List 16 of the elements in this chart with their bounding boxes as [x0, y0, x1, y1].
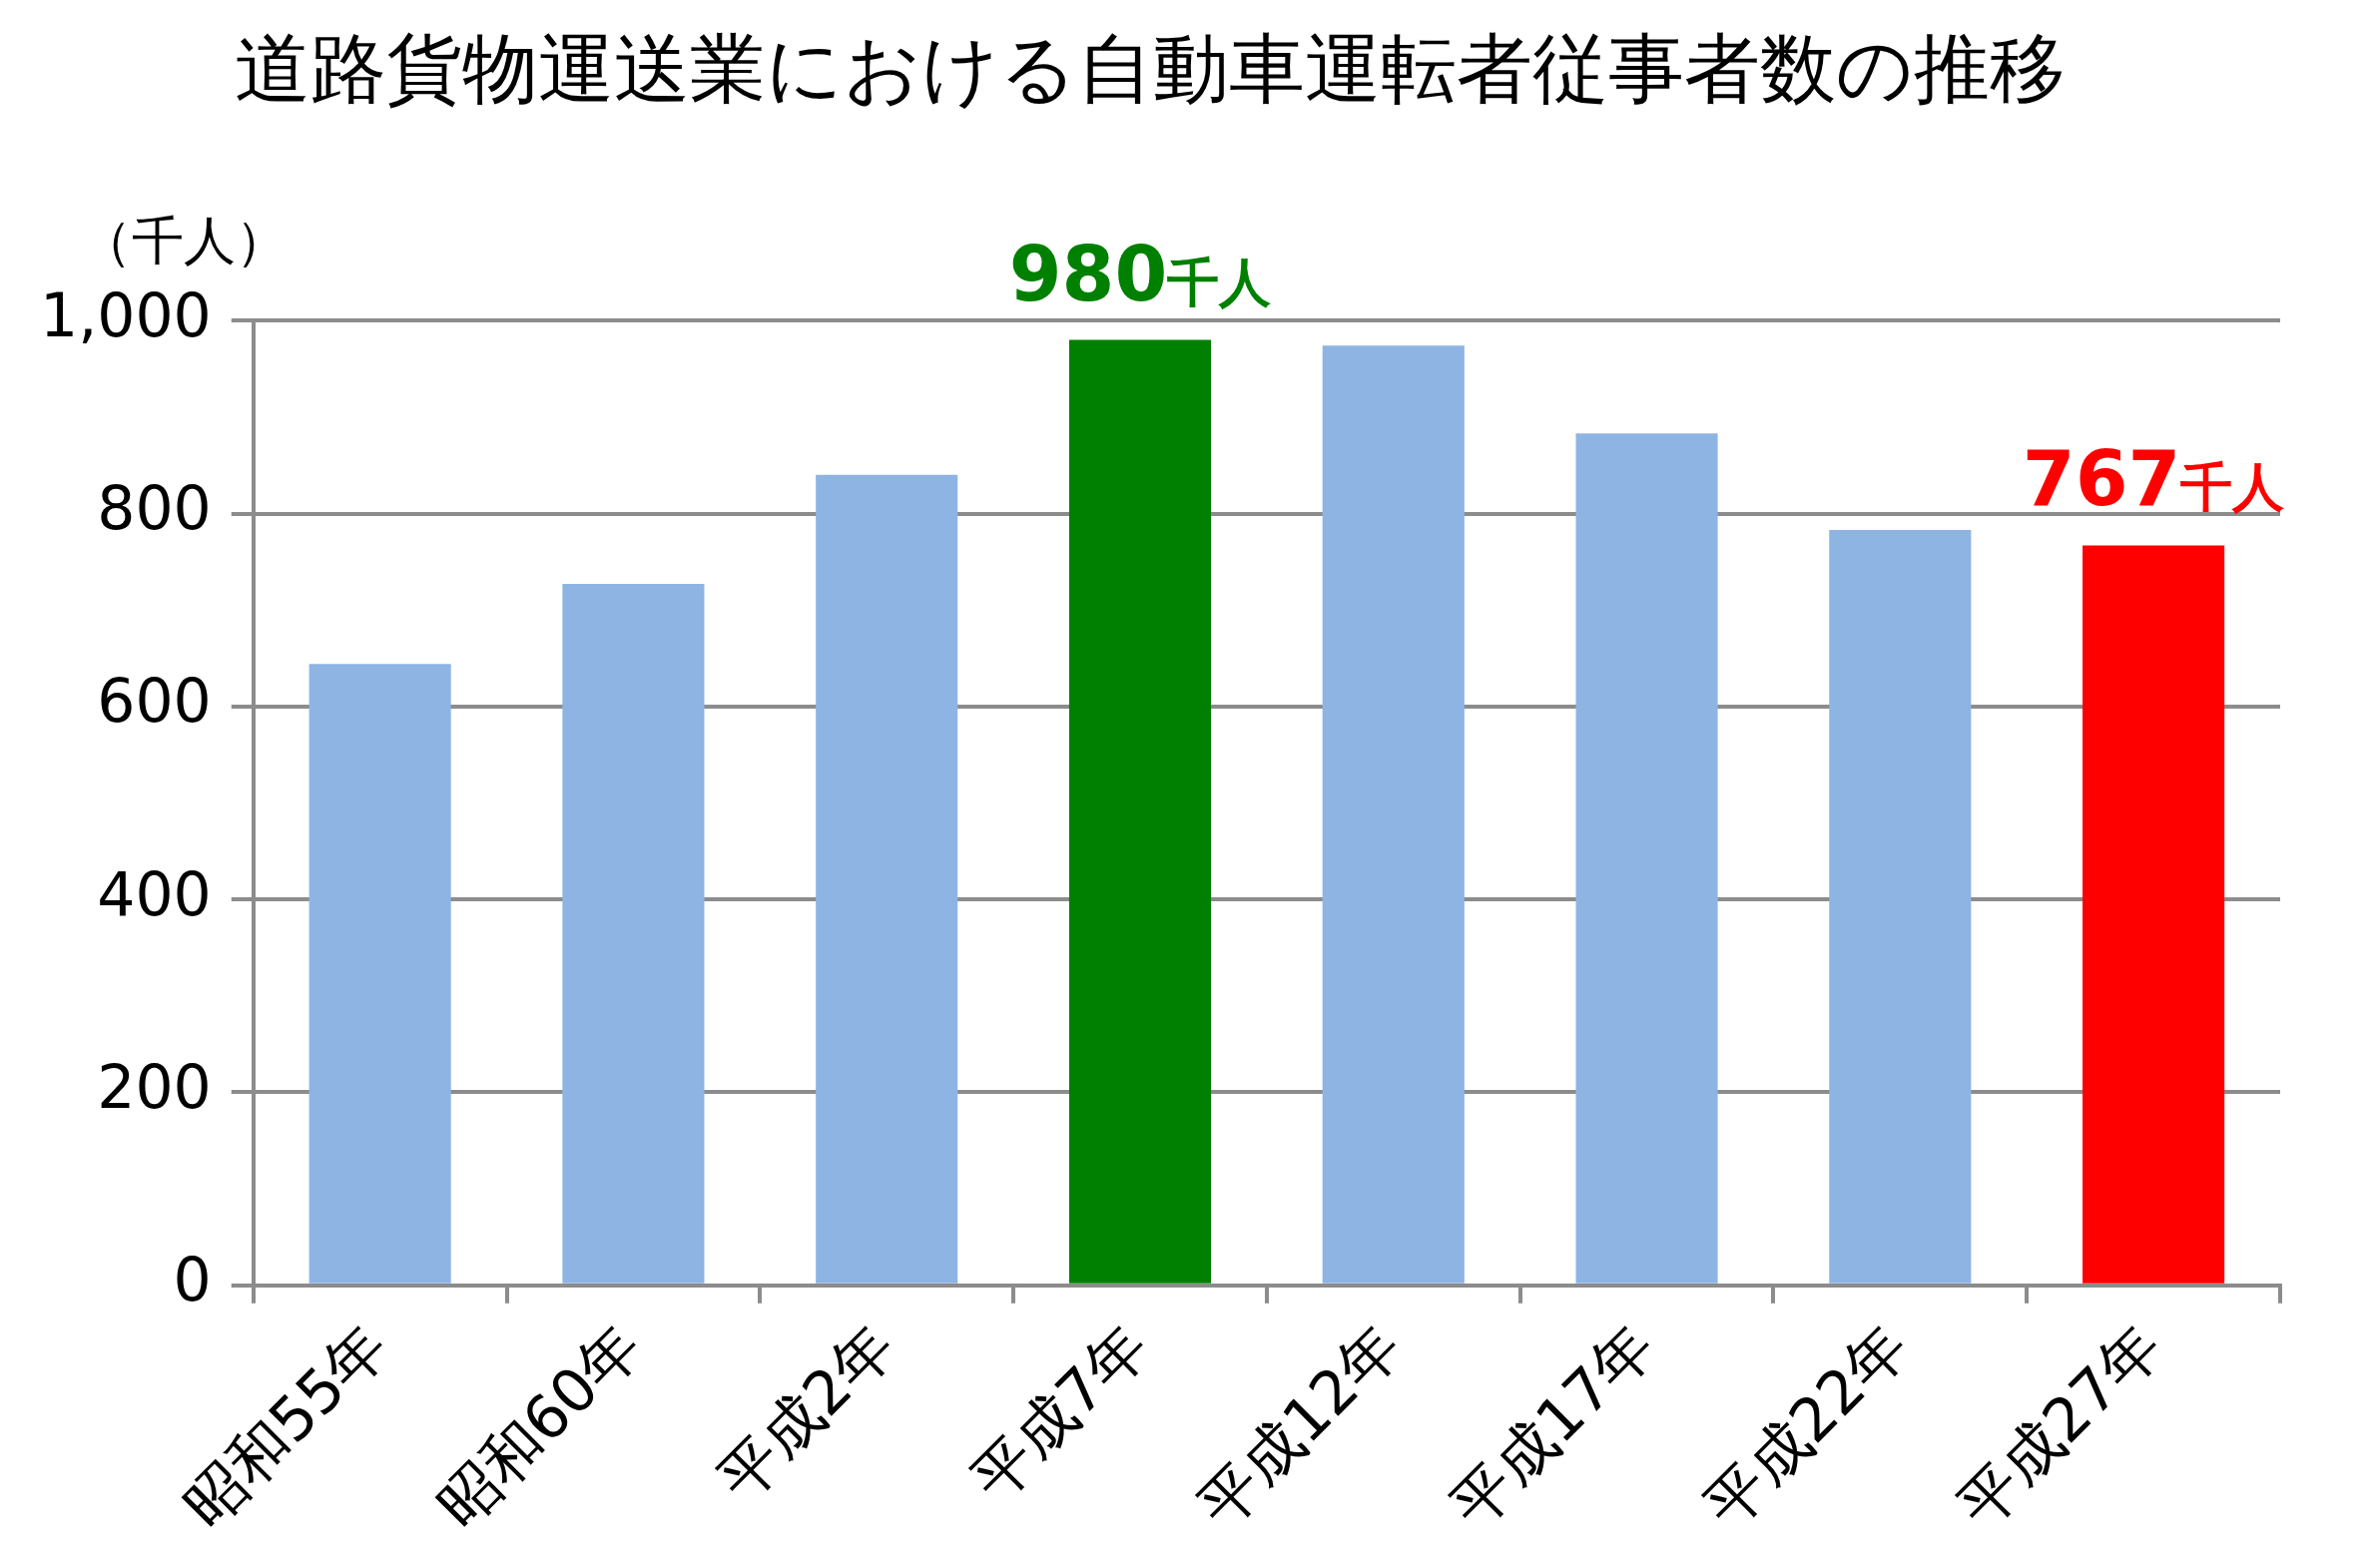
y-tick-label: 400 [97, 858, 212, 929]
y-tick-label: 200 [97, 1052, 212, 1123]
data-label: 767千人 [2022, 434, 2285, 524]
x-tick-label: 平成7年 [957, 1309, 1161, 1514]
y-tick-label: 800 [97, 473, 212, 544]
y-axis-title: （千人） [80, 210, 288, 270]
x-tick-label: 昭和60年 [423, 1309, 655, 1541]
y-tick-label: 1,000 [39, 279, 212, 350]
x-tick-label: 平成22年 [1690, 1309, 1922, 1541]
x-tick-label: 平成12年 [1183, 1309, 1415, 1541]
chart-title: 道路貨物運送業における自動車運転者従事者数の推移 [235, 24, 2066, 114]
data-label: 980千人 [1008, 229, 1272, 318]
x-tick-label: 平成27年 [1944, 1309, 2175, 1541]
x-tick-label: 平成2年 [704, 1309, 908, 1514]
x-tick-label: 平成17年 [1437, 1309, 1668, 1541]
y-tick-label: 600 [97, 666, 212, 737]
